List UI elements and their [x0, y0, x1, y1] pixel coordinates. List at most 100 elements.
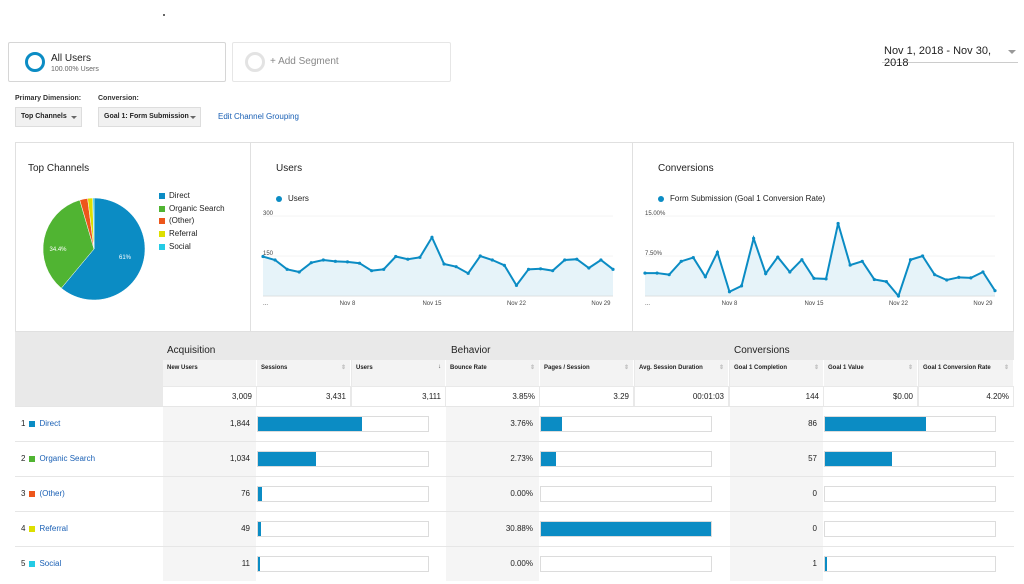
col-bounce-rate-header[interactable]: Bounce Rate ⇕ — [446, 360, 540, 386]
channel-link[interactable]: 5 Social — [21, 559, 61, 568]
data-point[interactable] — [285, 267, 289, 271]
data-point[interactable] — [824, 277, 828, 281]
edit-channel-grouping-link[interactable]: Edit Channel Grouping — [218, 112, 299, 121]
data-point[interactable] — [394, 254, 398, 259]
pie-slice-social[interactable] — [92, 197, 95, 250]
data-point[interactable] — [599, 258, 603, 262]
data-point[interactable] — [848, 263, 852, 267]
data-point[interactable] — [357, 261, 362, 265]
data-point[interactable] — [715, 250, 720, 254]
channel-name: Social — [39, 559, 62, 568]
data-point[interactable] — [981, 270, 985, 274]
data-point[interactable] — [860, 259, 864, 263]
pages-per-session-bar — [540, 486, 712, 502]
data-point[interactable] — [345, 260, 350, 264]
data-point[interactable] — [538, 267, 543, 271]
data-point[interactable] — [884, 280, 888, 284]
date-range-picker[interactable]: Nov 1, 2018 - Nov 30, 2018 — [882, 45, 1018, 69]
data-point[interactable] — [309, 261, 313, 265]
col-goal1-value-header[interactable]: Goal 1 Value ⇕ — [824, 360, 918, 386]
channel-link[interactable]: 3 (Other) — [21, 489, 65, 498]
data-point[interactable] — [611, 267, 615, 271]
sort-icon[interactable]: ⇕ — [340, 365, 346, 371]
col-avg-session-duration-header[interactable]: Avg. Session Duration ⇕ — [635, 360, 729, 386]
data-point[interactable] — [526, 267, 531, 271]
data-point[interactable] — [788, 270, 792, 274]
data-point[interactable] — [261, 254, 265, 259]
channel-link[interactable]: 4 Referral — [21, 524, 68, 533]
cell-background — [730, 477, 823, 511]
data-point[interactable] — [655, 271, 659, 275]
sort-icon[interactable]: ⇕ — [718, 365, 724, 371]
data-point[interactable] — [490, 258, 494, 262]
data-point[interactable] — [800, 258, 804, 262]
col-users-total: 3,111 — [352, 387, 445, 406]
data-point[interactable] — [563, 258, 567, 262]
col-users-header[interactable]: Users ↓ — [352, 360, 446, 386]
data-point[interactable] — [836, 221, 840, 226]
add-segment-button[interactable]: + Add Segment — [232, 42, 451, 82]
data-point[interactable] — [430, 235, 434, 239]
data-point[interactable] — [478, 254, 482, 258]
data-point[interactable] — [551, 269, 555, 273]
col-goal1-completion-header[interactable]: Goal 1 Completion ⇕ — [730, 360, 824, 386]
data-point[interactable] — [575, 257, 579, 261]
x-tick-label: Nov 15 — [422, 301, 442, 307]
data-point[interactable] — [957, 275, 961, 279]
data-point[interactable] — [812, 276, 816, 280]
sort-icon[interactable]: ⇕ — [1003, 365, 1009, 371]
col-pages-session-header[interactable]: Pages / Session ⇕ — [540, 360, 634, 386]
data-point[interactable] — [297, 270, 301, 274]
column-header-label: Pages / Session — [544, 365, 590, 371]
data-point[interactable] — [920, 254, 925, 258]
col-new-users-total: 3,009 — [163, 387, 256, 406]
data-point[interactable] — [643, 271, 647, 275]
data-point[interactable] — [752, 236, 756, 240]
data-point[interactable] — [679, 259, 683, 263]
data-point[interactable] — [933, 273, 937, 277]
col-goal1-conversion-rate-header[interactable]: Goal 1 Conversion Rate ⇕ — [919, 360, 1014, 386]
data-point[interactable] — [321, 258, 325, 262]
data-point[interactable] — [418, 255, 422, 259]
sort-icon[interactable]: ⇕ — [907, 365, 913, 371]
data-point[interactable] — [587, 266, 591, 270]
data-point[interactable] — [739, 284, 744, 288]
data-point[interactable] — [776, 255, 780, 259]
data-point[interactable] — [764, 272, 768, 276]
data-point[interactable] — [406, 257, 410, 261]
data-point[interactable] — [872, 277, 876, 282]
data-point[interactable] — [382, 267, 386, 271]
pie-slice-direct[interactable] — [60, 197, 146, 301]
col-sessions-header[interactable]: Sessions ⇕ — [257, 360, 351, 386]
data-point[interactable] — [514, 283, 519, 287]
sort-desc-icon[interactable]: ↓ — [438, 364, 441, 370]
data-point[interactable] — [454, 265, 458, 269]
data-point[interactable] — [466, 271, 470, 275]
data-point[interactable] — [945, 278, 949, 282]
data-point[interactable] — [993, 289, 997, 293]
data-point[interactable] — [908, 258, 913, 262]
segment-all-users[interactable]: All Users 100.00% Users — [8, 42, 226, 82]
data-point[interactable] — [333, 259, 338, 263]
pie-slice-organic-search[interactable] — [42, 199, 95, 289]
decorative-dot — [163, 14, 165, 16]
conversion-dropdown[interactable]: Goal 1: Form Submission — [98, 107, 201, 127]
data-point[interactable] — [703, 275, 707, 279]
sessions-share-bar — [257, 416, 429, 432]
sort-icon[interactable]: ⇕ — [623, 365, 629, 371]
data-point[interactable] — [502, 263, 506, 267]
data-point[interactable] — [273, 258, 277, 262]
channel-link[interactable]: 1 Direct — [21, 419, 60, 428]
primary-dimension-dropdown[interactable]: Top Channels — [15, 107, 82, 127]
sort-icon[interactable]: ⇕ — [529, 365, 535, 371]
data-point[interactable] — [667, 273, 671, 277]
data-point[interactable] — [691, 256, 695, 260]
data-point[interactable] — [969, 276, 973, 280]
col-new-users-header[interactable]: New Users — [163, 360, 257, 386]
data-point[interactable] — [370, 269, 374, 273]
sort-icon[interactable]: ⇕ — [813, 365, 819, 371]
channel-link[interactable]: 2 Organic Search — [21, 454, 95, 463]
data-point[interactable] — [896, 294, 901, 298]
data-point[interactable] — [442, 262, 446, 266]
data-point[interactable] — [727, 290, 732, 294]
